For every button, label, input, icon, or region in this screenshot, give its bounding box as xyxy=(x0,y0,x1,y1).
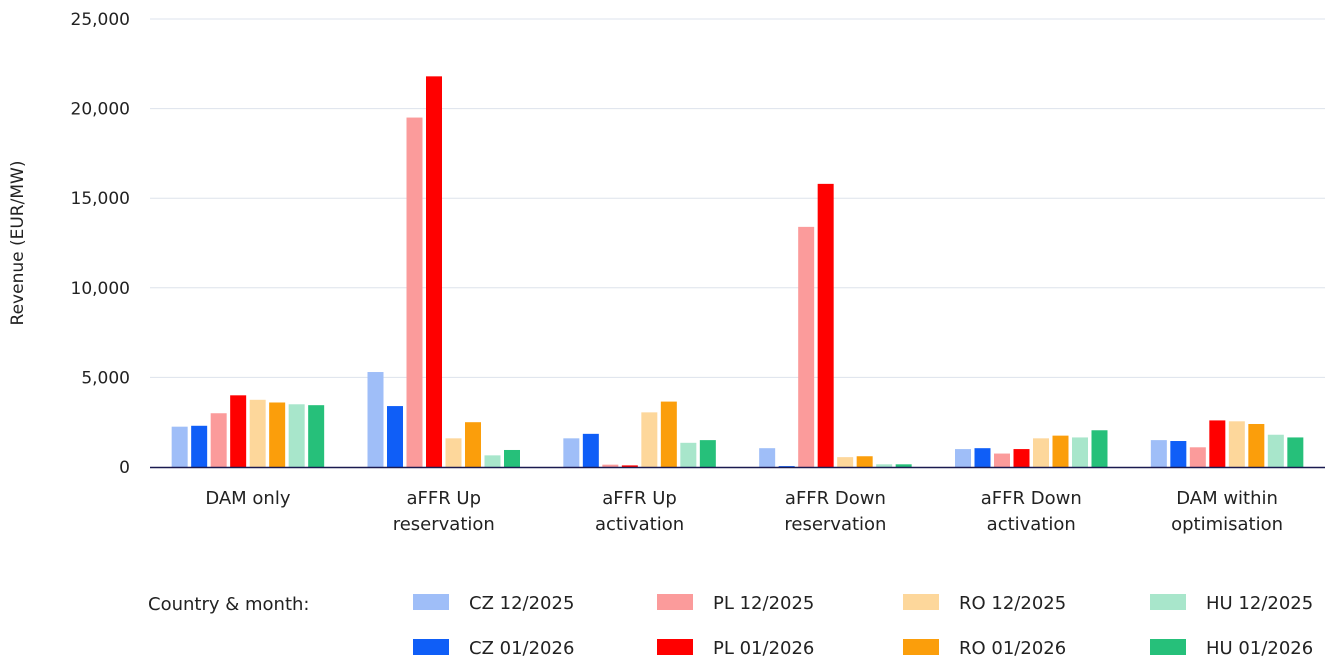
bar xyxy=(895,464,912,467)
bar xyxy=(1091,430,1108,467)
bar xyxy=(563,438,580,467)
x-category-label: aFFR Up reservation xyxy=(393,488,495,535)
legend-label: PL 12/2025 xyxy=(713,593,814,614)
bar xyxy=(445,438,462,467)
legend-swatch xyxy=(657,639,693,655)
legend-label: HU 12/2025 xyxy=(1206,593,1313,614)
legend-swatch xyxy=(1150,639,1186,655)
bar xyxy=(876,464,893,467)
bar xyxy=(582,433,599,467)
bar xyxy=(1248,423,1265,467)
bar xyxy=(1052,435,1069,467)
bar xyxy=(798,226,815,467)
bar xyxy=(660,401,677,467)
bar xyxy=(955,449,971,467)
bar xyxy=(1150,440,1167,467)
bar xyxy=(994,453,1010,467)
bar xyxy=(837,457,854,467)
bar xyxy=(484,455,501,467)
legend-label: CZ 01/2026 xyxy=(469,638,574,659)
bar xyxy=(504,449,520,467)
legend-title: Country & month: xyxy=(148,594,309,615)
bar xyxy=(171,426,188,467)
bar xyxy=(1072,437,1088,467)
x-category-label: DAM within optimisation xyxy=(1171,488,1283,535)
bar xyxy=(759,448,776,467)
bar xyxy=(465,422,481,467)
legend-label: HU 01/2026 xyxy=(1206,638,1313,659)
bar xyxy=(1013,449,1030,467)
legend-swatch xyxy=(1150,594,1186,610)
y-axis-label: Revenue (EUR/MW) xyxy=(8,161,28,326)
bar xyxy=(1209,420,1226,467)
bar xyxy=(778,466,795,467)
bar xyxy=(367,372,384,467)
legend-swatch xyxy=(903,594,939,610)
x-category-label: aFFR Up activation xyxy=(595,488,684,535)
bar xyxy=(1170,441,1187,467)
y-tick-label: 20,000 xyxy=(71,100,130,120)
legend-label: CZ 12/2025 xyxy=(469,593,574,614)
bar xyxy=(641,412,658,467)
x-category-label: DAM only xyxy=(205,488,291,509)
y-tick-label: 25,000 xyxy=(71,10,130,30)
bar xyxy=(406,117,423,467)
legend-swatch xyxy=(413,594,449,610)
legend: Country & month: CZ 12/2025 CZ 01/2026 PL … xyxy=(148,593,1313,659)
x-axis-categories: DAM only aFFR Up reservation aFFR Up activat… xyxy=(205,488,1283,535)
bar xyxy=(680,442,697,467)
bar xyxy=(1033,438,1049,467)
y-tick-label: 0 xyxy=(119,458,130,478)
bar xyxy=(1189,447,1206,467)
legend-label: PL 01/2026 xyxy=(713,638,814,659)
bar xyxy=(817,183,834,467)
grid-lines xyxy=(150,18,1325,378)
bar xyxy=(974,448,991,467)
bar xyxy=(269,402,286,467)
bar xyxy=(699,440,716,467)
bar xyxy=(1228,421,1245,467)
bar xyxy=(230,395,247,467)
bar xyxy=(602,464,619,467)
bar xyxy=(249,399,266,467)
legend-label: RO 12/2025 xyxy=(959,593,1066,614)
legend-label: RO 01/2026 xyxy=(959,638,1066,659)
bar xyxy=(308,405,325,467)
x-category-label: aFFR Down reservation xyxy=(784,488,886,535)
bar xyxy=(856,456,873,467)
bar xyxy=(387,406,403,467)
bar xyxy=(621,465,638,467)
bars xyxy=(171,76,1304,468)
legend-swatch xyxy=(903,639,939,655)
bar xyxy=(1267,434,1284,467)
bar xyxy=(210,413,227,467)
legend-swatch xyxy=(413,639,449,655)
legend-swatch xyxy=(657,594,693,610)
bar xyxy=(288,404,305,467)
x-category-label: aFFR Down activation xyxy=(981,488,1082,535)
y-axis-ticks: 0 5,000 10,000 15,000 20,000 25,000 xyxy=(71,10,130,478)
y-tick-label: 15,000 xyxy=(71,189,130,209)
bar xyxy=(191,425,208,467)
y-tick-label: 5,000 xyxy=(81,368,130,388)
bar xyxy=(426,76,442,468)
y-tick-label: 10,000 xyxy=(71,279,130,299)
bar xyxy=(1287,437,1304,467)
